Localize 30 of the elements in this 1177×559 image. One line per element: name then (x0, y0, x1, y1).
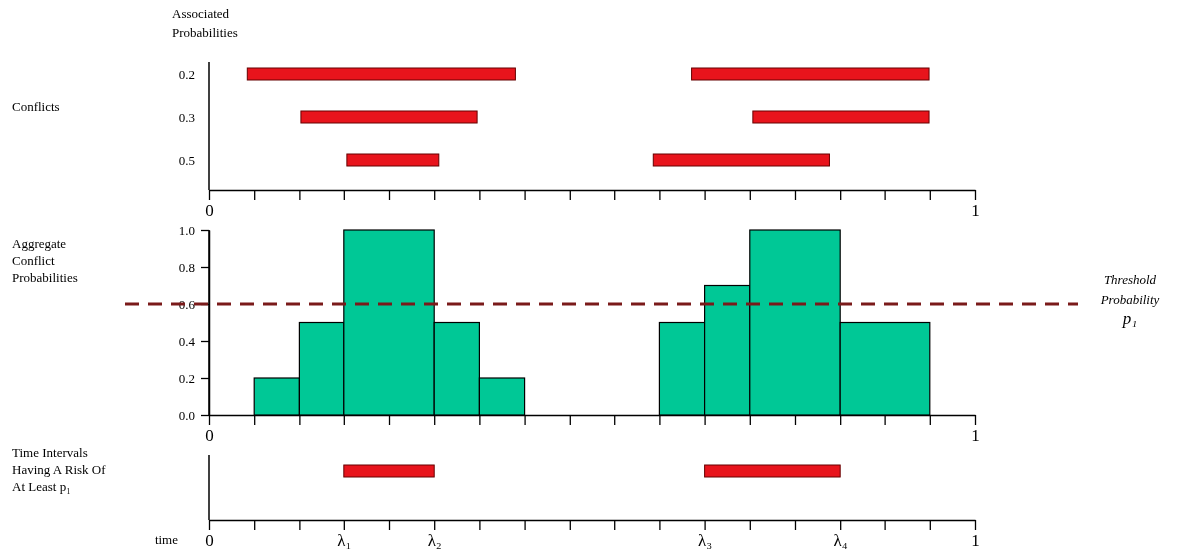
y-tick-label: 0.2 (178, 67, 195, 82)
y-tick-label: 1.0 (178, 222, 195, 238)
text: Associated Probabilities (172, 6, 238, 40)
x-tick-label: λ₁ (337, 531, 352, 551)
y-tick-label: 0.4 (178, 333, 196, 349)
bar (246, 67, 516, 81)
x-tick-label: λ₂ (427, 531, 442, 551)
y-tick-label: 0.8 (178, 259, 195, 275)
bar (691, 67, 930, 81)
x-tick-label: 1 (971, 201, 980, 221)
x-tick-label: 1 (971, 426, 980, 446)
bar (346, 153, 440, 167)
bar (652, 153, 830, 167)
x-tick-label: λ₄ (833, 531, 848, 551)
x-tick-label: λ₃ (698, 531, 713, 551)
y-tick-label: 0.0 (178, 407, 195, 423)
y-axis-title: Aggregate Conflict Probabilities (12, 236, 78, 285)
y-axis-title: Conflicts (12, 99, 60, 114)
bar (752, 110, 930, 124)
y-axis-title: Time Intervals Having A Risk Of At Least p₁ (12, 445, 107, 494)
y-tick-label: 0.2 (178, 370, 195, 386)
ref-line-label: Threshold Probability p₁ (1099, 272, 1160, 328)
y-tick-label: 0.5 (178, 153, 195, 168)
x-tick-label: 0 (205, 531, 214, 551)
x-tick-label: 0 (205, 201, 214, 221)
x-axis-title: time (154, 532, 179, 547)
x-tick-label: 0 (205, 426, 214, 446)
x-tick-label: 1 (971, 531, 980, 551)
y-tick-label: 0.3 (178, 110, 195, 125)
bar (300, 110, 478, 124)
